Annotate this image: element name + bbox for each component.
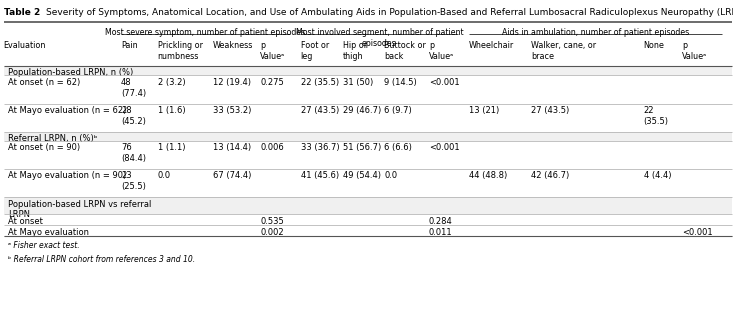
Text: 48
(77.4): 48 (77.4) — [121, 78, 146, 98]
Text: 13 (21): 13 (21) — [469, 106, 499, 115]
Text: p
Valueᵃ: p Valueᵃ — [260, 41, 285, 61]
Text: 28
(45.2): 28 (45.2) — [121, 106, 146, 126]
Text: 4 (4.4): 4 (4.4) — [644, 171, 671, 181]
Bar — [4, 197, 732, 214]
Text: Table 2: Table 2 — [4, 8, 43, 17]
Text: Population-based LRPN vs referral
LRPN: Population-based LRPN vs referral LRPN — [8, 200, 152, 219]
Text: p
Valueᵃ: p Valueᵃ — [429, 41, 454, 61]
Text: Wheelchair: Wheelchair — [469, 41, 515, 50]
Text: 67 (74.4): 67 (74.4) — [213, 171, 251, 181]
Text: 9 (14.5): 9 (14.5) — [384, 78, 417, 87]
Text: Most involved segment, number of patient
episodes: Most involved segment, number of patient… — [295, 28, 463, 48]
Text: 0.006: 0.006 — [260, 143, 284, 152]
Text: Weakness: Weakness — [213, 41, 253, 50]
Text: Pain: Pain — [121, 41, 138, 50]
Text: <0.001: <0.001 — [429, 78, 460, 87]
Text: Severity of Symptoms, Anatomical Location, and Use of Ambulating Aids in Populat: Severity of Symptoms, Anatomical Locatio… — [46, 8, 733, 17]
Text: 44 (48.8): 44 (48.8) — [469, 171, 507, 181]
Text: 6 (6.6): 6 (6.6) — [384, 143, 412, 152]
Text: ᵃ Fisher exact test.: ᵃ Fisher exact test. — [8, 241, 80, 250]
Text: 29 (46.7): 29 (46.7) — [343, 106, 381, 115]
Text: Buttock or
back: Buttock or back — [384, 41, 426, 61]
Text: 12 (19.4): 12 (19.4) — [213, 78, 251, 87]
Bar — [4, 66, 732, 75]
Text: p
Valueᵃ: p Valueᵃ — [682, 41, 707, 61]
Text: 23
(25.5): 23 (25.5) — [121, 171, 146, 191]
Text: At onset (n = 90): At onset (n = 90) — [8, 143, 80, 152]
Text: 0.0: 0.0 — [158, 171, 171, 181]
Text: 42 (46.7): 42 (46.7) — [531, 171, 570, 181]
Text: 33 (36.7): 33 (36.7) — [301, 143, 339, 152]
Text: At Mayo evaluation (n = 62): At Mayo evaluation (n = 62) — [8, 106, 126, 115]
Text: 1 (1.1): 1 (1.1) — [158, 143, 185, 152]
Text: 31 (50): 31 (50) — [343, 78, 373, 87]
Text: Hip or
thigh: Hip or thigh — [343, 41, 367, 61]
Text: 0.535: 0.535 — [260, 217, 284, 226]
Text: <0.001: <0.001 — [429, 143, 460, 152]
Text: 41 (45.6): 41 (45.6) — [301, 171, 339, 181]
Text: <0.001: <0.001 — [682, 228, 713, 237]
Text: ᵇ Referral LRPN cohort from references 3 and 10.: ᵇ Referral LRPN cohort from references 3… — [8, 255, 195, 264]
Text: 76
(84.4): 76 (84.4) — [121, 143, 146, 163]
Text: 0.275: 0.275 — [260, 78, 284, 87]
Text: 51 (56.7): 51 (56.7) — [343, 143, 381, 152]
Text: 0.0: 0.0 — [384, 171, 397, 181]
Text: 0.011: 0.011 — [429, 228, 452, 237]
Text: None: None — [644, 41, 664, 50]
Text: Prickling or
numbness: Prickling or numbness — [158, 41, 202, 61]
Text: 2 (3.2): 2 (3.2) — [158, 78, 185, 87]
Text: 27 (43.5): 27 (43.5) — [531, 106, 570, 115]
Text: 6 (9.7): 6 (9.7) — [384, 106, 412, 115]
Text: At onset: At onset — [8, 217, 43, 226]
Text: Aids in ambulation, number of patient episodes: Aids in ambulation, number of patient ep… — [502, 28, 689, 37]
Text: Foot or
leg: Foot or leg — [301, 41, 329, 61]
Text: 0.002: 0.002 — [260, 228, 284, 237]
Text: Evaluation: Evaluation — [4, 41, 46, 50]
Text: Referral LRPN, n (%)ᵇ: Referral LRPN, n (%)ᵇ — [8, 134, 97, 143]
Text: 22 (35.5): 22 (35.5) — [301, 78, 339, 87]
Bar — [4, 132, 732, 141]
Text: Most severe symptom, number of patient episodes: Most severe symptom, number of patient e… — [105, 28, 306, 37]
Text: 27 (43.5): 27 (43.5) — [301, 106, 339, 115]
Text: At Mayo evaluation (n = 90): At Mayo evaluation (n = 90) — [8, 171, 126, 181]
Text: 0.284: 0.284 — [429, 217, 452, 226]
Text: Walker, cane, or
brace: Walker, cane, or brace — [531, 41, 597, 61]
Text: Population-based LRPN, n (%): Population-based LRPN, n (%) — [8, 68, 133, 78]
Text: 13 (14.4): 13 (14.4) — [213, 143, 251, 152]
Text: 49 (54.4): 49 (54.4) — [343, 171, 381, 181]
Text: 22
(35.5): 22 (35.5) — [644, 106, 668, 126]
Text: 1 (1.6): 1 (1.6) — [158, 106, 185, 115]
Text: At onset (n = 62): At onset (n = 62) — [8, 78, 81, 87]
Text: At Mayo evaluation: At Mayo evaluation — [8, 228, 89, 237]
Text: 33 (53.2): 33 (53.2) — [213, 106, 251, 115]
